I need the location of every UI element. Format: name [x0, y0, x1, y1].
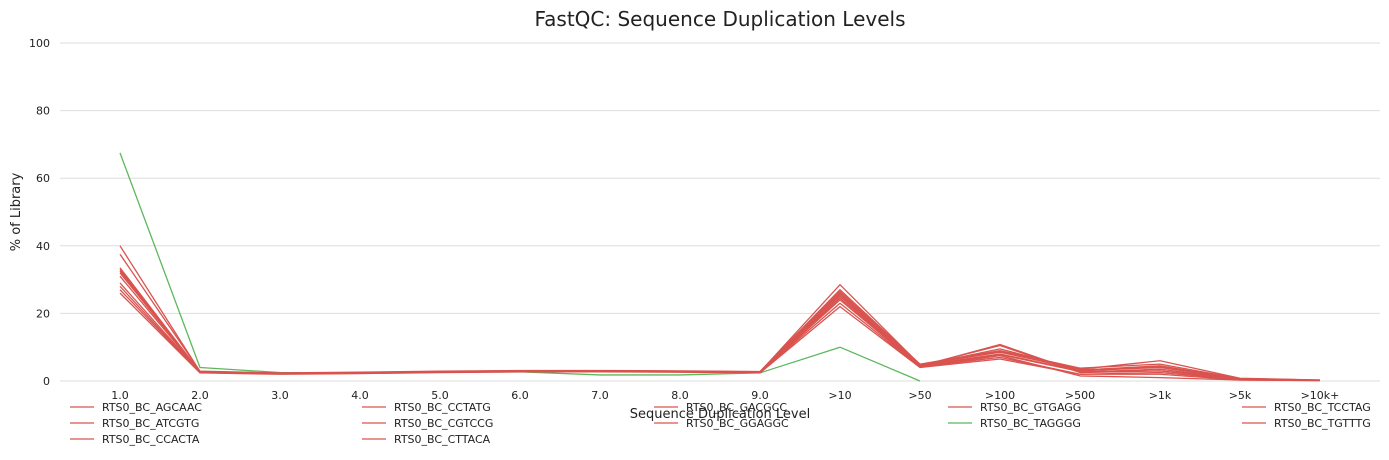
x-tick-label: >50 [908, 389, 931, 402]
series-line-rts0-bc-agcaac [119, 245, 1321, 381]
legend-item: RTS0_BC_AGCAAC [70, 401, 202, 414]
legend-item: RTS0_BC_TAGGGG [948, 417, 1081, 430]
x-tick-label: 7.0 [591, 389, 609, 402]
x-tick-label: 4.0 [351, 389, 369, 402]
chart-title: FastQC: Sequence Duplication Levels [534, 7, 905, 31]
y-tick-label: 0 [43, 375, 50, 388]
legend-item: RTS0_BC_TGTTTG [1242, 417, 1371, 430]
legend-label: RTS0_BC_AGCAAC [102, 401, 202, 414]
legend-label: RTS0_BC_GTGAGG [980, 401, 1081, 414]
x-tick-label: >500 [1065, 389, 1095, 402]
series-line-rts0-bc-cttaca [119, 253, 1321, 381]
series-line-rts0-bc-ccacta [119, 285, 1321, 381]
legend-label: RTS0_BC_CCTATG [394, 401, 491, 414]
y-axis-ticks: 0 20 40 60 80 100 [29, 37, 50, 388]
x-tick-label: >10k+ [1301, 389, 1340, 402]
x-tick-label: 5.0 [431, 389, 449, 402]
legend-label: RTS0_BC_CTTACA [394, 433, 491, 446]
series-line-rts0-bc-cctatg [119, 272, 1321, 381]
x-axis-label: Sequence Duplication Level [630, 407, 810, 422]
series-line-rts0-bc-tagggg [119, 152, 921, 382]
x-axis-ticks: 1.0 2.0 3.0 4.0 5.0 6.0 7.0 8.0 9.0 >10 >50 >100 >50… [111, 389, 1339, 402]
legend-item: RTS0_BC_CTTACA [362, 433, 491, 446]
x-tick-label: 6.0 [511, 389, 529, 402]
legend-label: RTS0_BC_GACGCC [686, 401, 787, 414]
legend-item: RTS0_BC_TCCTAG [1242, 401, 1371, 414]
y-axis-label: % of Library [9, 172, 24, 251]
y-tick-label: 60 [36, 172, 50, 185]
x-tick-label: 3.0 [271, 389, 289, 402]
legend-item: RTS0_BC_GTGAGG [948, 401, 1081, 414]
legend-item: RTS0_BC_CGTCCG [362, 417, 493, 430]
legend-item: RTS0_BC_GACGCC [654, 401, 787, 414]
legend-item: RTS0_BC_CCTATG [362, 401, 491, 414]
x-tick-label: >5k [1229, 389, 1252, 402]
x-tick-label: >10 [828, 389, 851, 402]
x-tick-label: 2.0 [191, 389, 209, 402]
series-lines [119, 152, 1321, 382]
legend-label: RTS0_BC_TGTTTG [1274, 417, 1371, 430]
y-tick-label: 20 [36, 307, 50, 320]
y-tick-label: 80 [36, 105, 50, 118]
x-tick-label: >100 [985, 389, 1015, 402]
x-tick-label: 9.0 [751, 389, 769, 402]
x-tick-label: >1k [1149, 389, 1172, 402]
x-tick-label: 1.0 [111, 389, 129, 402]
legend-label: RTS0_BC_CGTCCG [394, 417, 493, 430]
legend-label: RTS0_BC_GGAGGC [686, 417, 789, 430]
series-line-rts0-bc-tgtttg [119, 270, 1321, 381]
y-tick-label: 100 [29, 37, 50, 50]
legend-label: RTS0_BC_TAGGGG [980, 417, 1081, 430]
legend-label: RTS0_BC_CCACTA [102, 433, 200, 446]
legend-item: RTS0_BC_GGAGGC [654, 417, 789, 430]
grid [60, 42, 1380, 382]
legend-item: RTS0_BC_ATCGTG [70, 417, 199, 430]
series-line-rts0-bc-atcgtg [119, 269, 1321, 381]
x-tick-label: 8.0 [671, 389, 689, 402]
legend-item: RTS0_BC_CCACTA [70, 433, 200, 446]
y-tick-label: 40 [36, 240, 50, 253]
legend: RTS0_BC_AGCAAC RTS0_BC_ATCGTG RTS0_BC_CCAC… [70, 401, 1371, 446]
legend-label: RTS0_BC_TCCTAG [1274, 401, 1371, 414]
legend-label: RTS0_BC_ATCGTG [102, 417, 199, 430]
